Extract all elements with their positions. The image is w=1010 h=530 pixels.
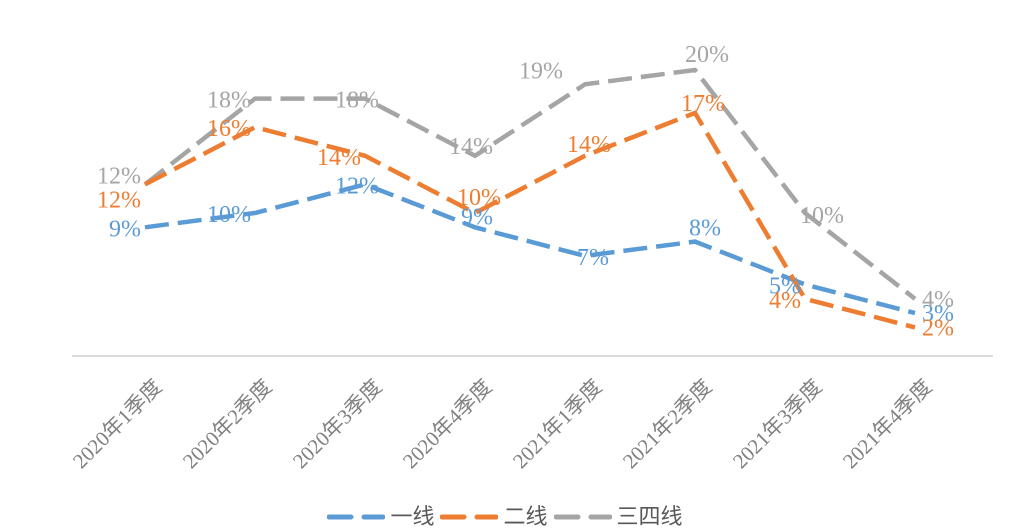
series-line-0 [144, 182, 916, 316]
data-label: 2% [922, 315, 954, 341]
data-label: 8% [689, 216, 721, 242]
data-label: 7% [577, 245, 609, 271]
axis-category-label: 2021年1季度 [508, 375, 607, 474]
data-label: 20% [685, 42, 729, 68]
data-label: 19% [519, 58, 563, 84]
axis-category-label: 2020年3季度 [288, 375, 387, 474]
legend-item: 三四线 [553, 504, 683, 529]
legend-item-label: 二线 [503, 504, 548, 529]
data-label: 10% [207, 202, 251, 228]
legend-item: 二线 [440, 504, 548, 529]
data-label: 12% [97, 163, 141, 189]
axis-category-label: 2020年1季度 [68, 375, 167, 474]
legend-dash-icon [327, 514, 386, 520]
data-label: 4% [769, 288, 801, 314]
series-line-2 [143, 67, 917, 301]
data-label: 17% [681, 91, 725, 117]
data-label: 9% [461, 204, 493, 230]
axis-category-label: 2021年2季度 [618, 375, 717, 474]
data-label: 18% [335, 88, 379, 114]
data-label: 16% [207, 116, 251, 142]
legend-dash-icon [440, 514, 499, 520]
legend-item: 一线 [327, 506, 434, 528]
series-line-1 [143, 110, 916, 330]
legend-item-label: 一线 [390, 504, 435, 529]
axis-category-label: 2021年4季度 [838, 375, 937, 474]
data-label: 14% [567, 132, 611, 158]
data-label: 14% [449, 134, 493, 160]
data-label: 10% [457, 185, 501, 211]
data-label: 14% [317, 145, 361, 171]
chart-legend: 一线 二线 三四线 [0, 506, 1010, 528]
legend-dash-icon [553, 514, 612, 520]
data-label: 9% [109, 216, 141, 242]
data-label: 10% [800, 203, 844, 229]
data-label: 5% [769, 274, 801, 300]
data-label: 3% [922, 301, 954, 327]
axis-category-label: 2021年3季度 [728, 375, 827, 474]
legend-item-label: 三四线 [616, 504, 683, 529]
data-label: 4% [922, 287, 954, 313]
data-label: 12% [335, 173, 379, 199]
data-label: 18% [207, 88, 251, 114]
data-label: 12% [97, 187, 141, 213]
axis-category-label: 2020年4季度 [398, 375, 497, 474]
axis-category-label: 2020年2季度 [178, 375, 277, 474]
